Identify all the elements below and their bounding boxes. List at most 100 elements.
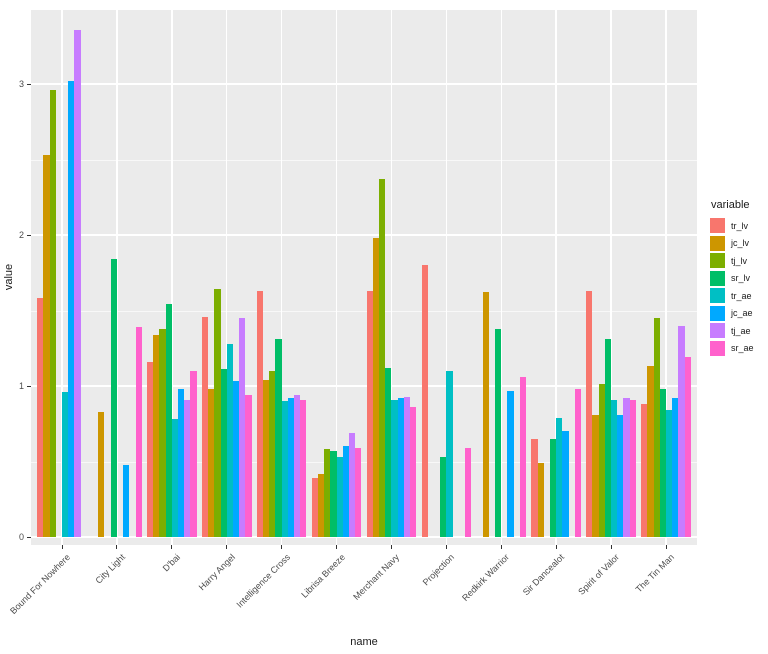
bar-tr_lv (201, 316, 209, 537)
bar-tr_lv (37, 298, 44, 537)
bar-jc_lv (482, 292, 489, 537)
x-tick-label: Sir Dancealot (520, 552, 567, 598)
bar-sr_ae (355, 447, 362, 537)
bar-jc_ae (672, 398, 679, 537)
bar-tj_lv (653, 318, 660, 537)
x-gridline (171, 10, 173, 545)
x-tick (610, 545, 612, 549)
y-tick (27, 385, 31, 387)
x-tick (500, 545, 502, 549)
bar-sr_ae (574, 389, 581, 537)
y-gridline-major (31, 385, 697, 387)
bar-tr_ae (611, 399, 618, 537)
legend-swatch-tj_ae (710, 323, 725, 338)
legend-swatch-jc_lv (710, 235, 725, 251)
legend-item-tr_lv: tr_lv (710, 218, 754, 233)
legend-swatch-jc_ae (710, 305, 725, 321)
legend-label: tr_lv (731, 220, 749, 231)
bar-sr_lv (440, 456, 447, 537)
bar-jc_ae (232, 381, 240, 537)
x-tick-label: Merchant Navy (351, 552, 402, 602)
x-gridline (665, 10, 667, 545)
bar-jc_ae (342, 446, 349, 537)
bar-jc_lv (98, 411, 105, 537)
x-tick-label: Librisa Breeze (298, 552, 347, 600)
bar-sr_lv (275, 339, 282, 537)
x-tick (171, 545, 173, 549)
bar-tr_ae (226, 343, 233, 537)
bar-jc_lv (647, 366, 654, 537)
bar-sr_ae (684, 357, 691, 537)
bar-tj_ae (348, 432, 356, 537)
bar-sr_ae (519, 376, 527, 537)
x-tick-label: The Tin Man (633, 552, 677, 595)
x-tick-label: City Light (93, 552, 127, 586)
legend-item-jc_lv: jc_lv (710, 235, 754, 251)
x-tick (445, 545, 447, 549)
bar-sr_ae (629, 399, 636, 537)
x-axis-title: name (350, 636, 378, 648)
legend-swatch-tr_ae (710, 288, 725, 303)
bar-tj_ae (74, 29, 81, 537)
legend-item-sr_ae: sr_ae (710, 340, 754, 356)
bar-tr_lv (311, 478, 318, 537)
legend-item-jc_ae: jc_ae (710, 305, 754, 321)
x-tick-label: Redkirk Warrior (460, 552, 512, 604)
legend-item-sr_lv: sr_lv (710, 270, 754, 286)
bar-sr_lv (330, 450, 337, 537)
legend-item-tj_ae: tj_ae (710, 323, 754, 338)
bar-tr_ae (336, 456, 343, 537)
x-gridline (61, 10, 63, 545)
legend-swatch-tr_lv (710, 218, 725, 233)
bar-tr_ae (62, 392, 69, 537)
bar-tj_lv (49, 90, 56, 537)
bar-tj_ae (184, 399, 191, 537)
x-gridline (610, 10, 612, 545)
bar-tj_ae (403, 396, 411, 537)
x-tick (390, 545, 392, 549)
x-tick (116, 545, 118, 549)
x-tick-label: D'bai (160, 552, 182, 574)
legend-label: tj_ae (731, 325, 751, 336)
x-tick-label: Bound For Nowhere (8, 552, 73, 617)
x-tick (336, 545, 338, 549)
y-tick-label: 0 (18, 532, 24, 542)
x-gridline (335, 10, 338, 545)
bar-tj_ae (623, 398, 630, 537)
bar-tr_lv (421, 265, 428, 537)
bar-jc_lv (153, 334, 160, 537)
bar-tj_lv (214, 289, 221, 537)
bar-tj_ae (239, 318, 246, 537)
bar-tr_ae (281, 401, 288, 537)
x-gridline (116, 10, 118, 545)
bar-sr_lv (549, 438, 557, 537)
bar-tj_lv (324, 449, 331, 537)
x-tick (281, 545, 283, 549)
y-gridline-major (31, 83, 697, 85)
y-tick (27, 536, 31, 538)
bar-jc_ae (507, 390, 514, 537)
bar-tr_lv (531, 438, 538, 537)
bar-tj_ae (294, 395, 301, 537)
x-gridline (390, 10, 393, 545)
x-gridline (226, 10, 228, 545)
y-gridline-major (31, 536, 697, 538)
bar-sr_lv (220, 369, 227, 537)
bar-jc_ae (68, 80, 75, 537)
bar-tr_lv (147, 361, 154, 537)
y-tick (27, 83, 31, 85)
x-tick-label: Harry Angel (196, 552, 237, 593)
legend-item-tj_lv: tj_lv (710, 253, 754, 268)
bar-jc_lv (317, 473, 325, 537)
y-gridline-minor (31, 461, 697, 463)
x-gridline (500, 10, 502, 545)
legend-label: jc_lv (731, 238, 750, 248)
y-gridline-minor (31, 310, 697, 312)
legend-label: sr_lv (731, 273, 751, 283)
legend-swatch-sr_lv (710, 270, 725, 286)
legend-swatch-tj_lv (710, 253, 725, 268)
bar-tj_lv (269, 370, 276, 537)
bar-jc_lv (43, 154, 50, 537)
y-gridline-major (31, 234, 697, 236)
